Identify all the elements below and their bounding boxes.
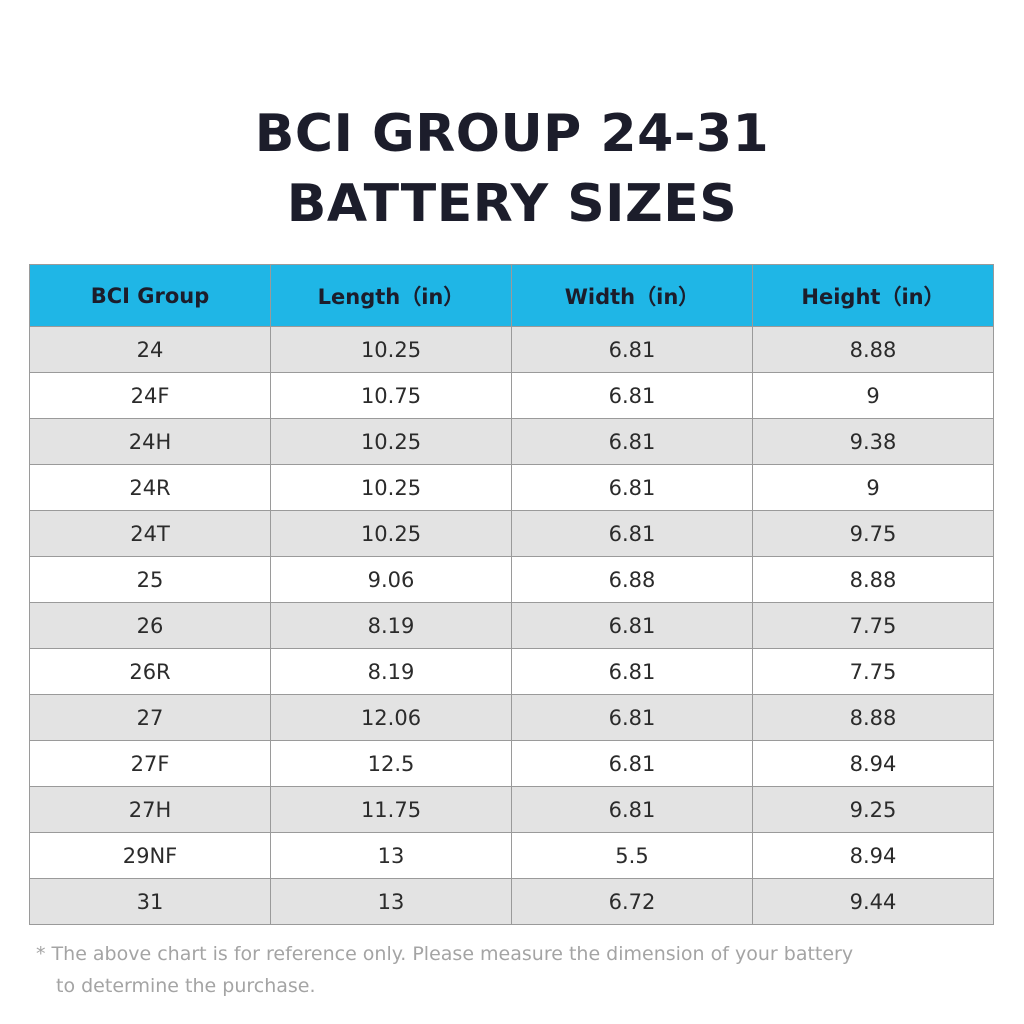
cell-height: 9.44 [752,878,994,925]
cell-width: 6.81 [511,464,753,511]
cell-height: 9.25 [752,786,994,833]
cell-length: 8.19 [270,648,512,695]
cell-width: 6.81 [511,786,753,833]
cell-bci-group: 27F [29,740,271,787]
cell-length: 11.75 [270,786,512,833]
table-row: 24R 10.25 6.81 9 [29,464,994,511]
table-row: 27H 11.75 6.81 9.25 [29,786,994,833]
cell-length: 10.25 [270,326,512,373]
cell-height: 8.94 [752,740,994,787]
cell-bci-group: 26R [29,648,271,695]
table-row: 25 9.06 6.88 8.88 [29,556,994,603]
cell-bci-group: 29NF [29,832,271,879]
cell-width: 6.81 [511,372,753,419]
cell-height: 7.75 [752,648,994,695]
cell-bci-group: 27 [29,694,271,741]
cell-length: 13 [270,878,512,925]
cell-height: 7.75 [752,602,994,649]
page-title-line-2: BATTERY SIZES [286,174,738,234]
battery-sizes-table: BCI Group Length（in） Width（in） Height（in… [29,264,994,925]
footnote-line-2: to determine the purchase. [56,975,316,997]
cell-height: 8.88 [752,326,994,373]
page-title-line-1: BCI GROUP 24-31 [254,104,770,164]
table-row: 24T 10.25 6.81 9.75 [29,510,994,557]
table-row: 24 10.25 6.81 8.88 [29,326,994,373]
cell-bci-group: 24 [29,326,271,373]
cell-height: 8.88 [752,556,994,603]
cell-length: 10.25 [270,464,512,511]
table-row: 27 12.06 6.81 8.88 [29,694,994,741]
table-row: 24H 10.25 6.81 9.38 [29,418,994,465]
cell-width: 6.81 [511,418,753,465]
cell-length: 10.75 [270,372,512,419]
column-header-height: Height（in） [752,264,994,327]
cell-length: 10.25 [270,418,512,465]
cell-width: 6.81 [511,326,753,373]
cell-height: 9.75 [752,510,994,557]
table-header-row: BCI Group Length（in） Width（in） Height（in… [29,264,994,327]
cell-height: 8.94 [752,832,994,879]
cell-bci-group: 25 [29,556,271,603]
footnote-line-1: * The above chart is for reference only.… [36,943,854,965]
cell-width: 6.88 [511,556,753,603]
cell-length: 8.19 [270,602,512,649]
table-row: 26 8.19 6.81 7.75 [29,602,994,649]
footnote: * The above chart is for reference only.… [36,938,1006,1002]
cell-width: 5.5 [511,832,753,879]
cell-bci-group: 24F [29,372,271,419]
cell-bci-group: 24T [29,510,271,557]
cell-width: 6.81 [511,740,753,787]
cell-height: 9 [752,372,994,419]
table-row: 29NF 13 5.5 8.94 [29,832,994,879]
cell-bci-group: 27H [29,786,271,833]
column-header-width: Width（in） [511,264,753,327]
cell-bci-group: 26 [29,602,271,649]
cell-bci-group: 24H [29,418,271,465]
cell-length: 13 [270,832,512,879]
table-row: 31 13 6.72 9.44 [29,878,994,925]
cell-length: 12.06 [270,694,512,741]
cell-length: 10.25 [270,510,512,557]
cell-length: 9.06 [270,556,512,603]
cell-width: 6.72 [511,878,753,925]
cell-bci-group: 31 [29,878,271,925]
table-row: 24F 10.75 6.81 9 [29,372,994,419]
table-row: 26R 8.19 6.81 7.75 [29,648,994,695]
cell-height: 9.38 [752,418,994,465]
column-header-length: Length（in） [270,264,512,327]
cell-width: 6.81 [511,694,753,741]
column-header-bci-group: BCI Group [29,264,271,327]
cell-width: 6.81 [511,602,753,649]
cell-width: 6.81 [511,648,753,695]
table-row: 27F 12.5 6.81 8.94 [29,740,994,787]
cell-height: 8.88 [752,694,994,741]
cell-bci-group: 24R [29,464,271,511]
cell-length: 12.5 [270,740,512,787]
cell-height: 9 [752,464,994,511]
cell-width: 6.81 [511,510,753,557]
